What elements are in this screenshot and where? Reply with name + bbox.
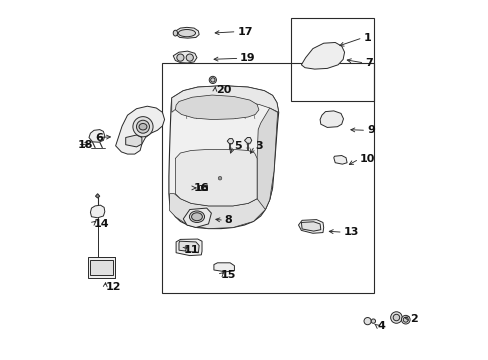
- Text: 4: 4: [377, 321, 385, 331]
- Ellipse shape: [139, 123, 146, 130]
- Circle shape: [210, 78, 215, 82]
- Polygon shape: [95, 194, 100, 198]
- Text: 7: 7: [365, 58, 372, 68]
- Polygon shape: [168, 86, 278, 229]
- Bar: [199, 185, 206, 190]
- Ellipse shape: [178, 30, 195, 37]
- Text: 8: 8: [224, 215, 232, 225]
- Text: 5: 5: [233, 141, 241, 151]
- Text: 9: 9: [366, 125, 374, 135]
- Text: 20: 20: [215, 85, 231, 95]
- Polygon shape: [171, 86, 278, 112]
- Polygon shape: [227, 139, 233, 144]
- Circle shape: [401, 315, 409, 324]
- Text: 11: 11: [183, 245, 199, 255]
- Polygon shape: [115, 106, 164, 154]
- Circle shape: [209, 76, 216, 84]
- Circle shape: [390, 312, 401, 323]
- Polygon shape: [125, 135, 142, 147]
- Circle shape: [403, 317, 407, 322]
- Polygon shape: [301, 222, 320, 231]
- Polygon shape: [175, 27, 199, 38]
- Circle shape: [177, 54, 183, 61]
- Ellipse shape: [173, 30, 177, 36]
- Polygon shape: [179, 241, 199, 253]
- Circle shape: [133, 117, 153, 137]
- Polygon shape: [175, 149, 257, 206]
- Text: 3: 3: [255, 141, 263, 151]
- Text: 6: 6: [95, 132, 103, 143]
- Bar: [88, 257, 115, 278]
- Ellipse shape: [191, 213, 202, 221]
- Circle shape: [218, 176, 222, 180]
- Polygon shape: [90, 205, 104, 218]
- Text: 18: 18: [78, 140, 94, 150]
- Text: 15: 15: [221, 270, 236, 280]
- Ellipse shape: [189, 211, 204, 222]
- Polygon shape: [301, 42, 344, 69]
- Bar: [200, 185, 205, 189]
- Bar: [162, 63, 373, 293]
- Polygon shape: [213, 263, 234, 272]
- Polygon shape: [183, 208, 211, 228]
- Circle shape: [370, 319, 375, 323]
- Circle shape: [392, 314, 399, 321]
- Text: 1: 1: [363, 33, 370, 43]
- Text: 14: 14: [93, 219, 109, 229]
- Polygon shape: [169, 188, 272, 229]
- Text: 12: 12: [106, 282, 121, 292]
- Polygon shape: [176, 239, 202, 256]
- Text: 19: 19: [240, 53, 255, 63]
- Circle shape: [363, 318, 370, 325]
- Text: 17: 17: [237, 27, 252, 37]
- Text: 2: 2: [409, 314, 417, 324]
- Polygon shape: [89, 130, 104, 142]
- Polygon shape: [298, 220, 323, 233]
- Polygon shape: [175, 95, 258, 120]
- Circle shape: [136, 120, 149, 133]
- Polygon shape: [333, 156, 346, 164]
- Bar: [90, 260, 113, 275]
- Text: 13: 13: [343, 227, 358, 237]
- Polygon shape: [320, 111, 343, 127]
- Circle shape: [186, 54, 193, 61]
- Text: 16: 16: [193, 183, 208, 193]
- Polygon shape: [173, 51, 197, 63]
- Bar: [291, 18, 373, 101]
- Polygon shape: [257, 108, 277, 210]
- Polygon shape: [244, 138, 251, 143]
- Text: 10: 10: [359, 154, 374, 164]
